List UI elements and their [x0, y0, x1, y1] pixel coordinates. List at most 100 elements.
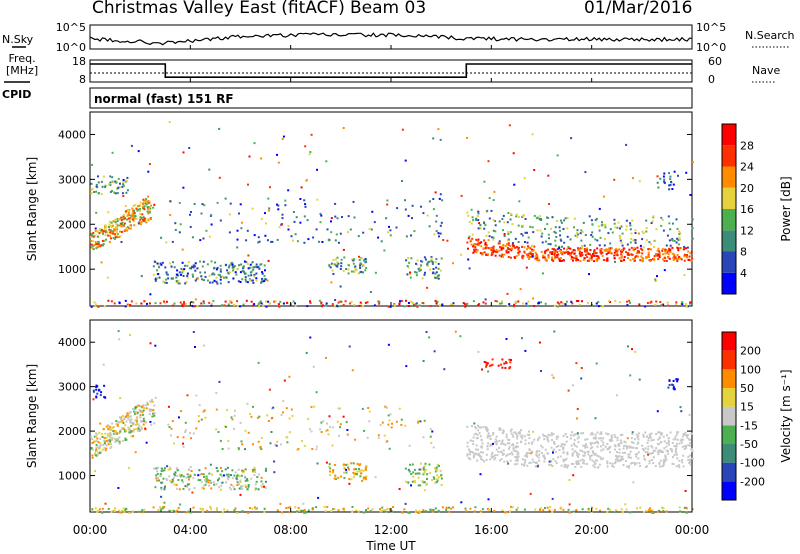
- power-cell: [154, 279, 157, 282]
- velocity-cell: [379, 508, 382, 511]
- power-cell: [434, 261, 437, 263]
- velocity-cell: [408, 470, 411, 473]
- power-cell: [570, 256, 573, 258]
- power-cell: [110, 231, 113, 234]
- velocity-cell: [553, 442, 556, 445]
- power-cell: [606, 259, 609, 262]
- power-cell: [613, 178, 616, 181]
- power-cell: [158, 266, 161, 269]
- velocity-cell: [663, 447, 666, 450]
- velocity-cell: [138, 510, 141, 513]
- velocity-cell: [139, 410, 142, 413]
- velocity-cell: [546, 506, 549, 509]
- velocity-cell: [346, 429, 349, 431]
- velocity-cell: [471, 451, 473, 453]
- velocity-cell: [155, 479, 158, 482]
- power-cell: [210, 302, 213, 305]
- velocity-cell: [665, 445, 668, 448]
- power-cell: [330, 220, 332, 223]
- power-cell: [656, 181, 659, 184]
- power-cell: [189, 226, 192, 228]
- power-cell: [666, 301, 669, 304]
- velocity-cell: [280, 443, 282, 446]
- power-cell: [496, 250, 499, 253]
- power-cell: [93, 301, 96, 304]
- nsearch-tick-top: 10^5: [696, 21, 726, 34]
- power-cell: [315, 228, 318, 231]
- velocity-cell: [486, 445, 489, 448]
- power-cell: [245, 299, 248, 302]
- power-cell: [647, 254, 650, 257]
- power-cell: [472, 245, 475, 248]
- power-cell: [566, 217, 569, 220]
- velocity-cell: [684, 431, 687, 434]
- power-cell: [549, 251, 552, 254]
- velocity-colorbar-label: -200: [740, 475, 765, 488]
- velocity-cell: [213, 483, 216, 486]
- velocity-cell: [351, 369, 354, 372]
- velocity-cell: [498, 440, 501, 442]
- velocity-cell: [182, 445, 185, 448]
- power-cell: [165, 271, 168, 274]
- velocity-cell: [520, 463, 523, 466]
- power-cell: [242, 270, 245, 273]
- power-cell: [632, 257, 635, 260]
- power-cell: [586, 259, 589, 262]
- power-cell: [548, 237, 550, 240]
- velocity-cell: [391, 422, 393, 425]
- power-cell: [428, 225, 431, 228]
- velocity-cell: [534, 508, 537, 511]
- velocity-cell: [118, 436, 121, 439]
- velocity-cell: [553, 448, 556, 451]
- power-cell: [422, 302, 425, 305]
- velocity-cell: [198, 404, 201, 407]
- velocity-cell: [619, 459, 622, 462]
- velocity-cell: [500, 458, 503, 461]
- power-cell: [127, 211, 130, 214]
- power-cell: [437, 232, 440, 235]
- velocity-cell: [111, 422, 114, 425]
- velocity-cell: [660, 441, 663, 444]
- power-cell: [331, 262, 334, 265]
- velocity-cell: [226, 509, 229, 512]
- power-cell: [350, 300, 353, 303]
- power-cell: [556, 251, 559, 253]
- power-cell: [690, 258, 693, 261]
- power-cell: [668, 184, 671, 187]
- power-cell: [475, 219, 478, 221]
- power-colorbar-label: 16: [740, 203, 754, 216]
- velocity-cell: [616, 457, 619, 460]
- power-cell: [615, 250, 618, 253]
- velocity-cell: [538, 436, 541, 439]
- power-cell: [659, 177, 662, 180]
- velocity-cell: [415, 509, 418, 512]
- velocity-cell: [322, 420, 325, 423]
- power-cell: [247, 254, 250, 257]
- power-cell: [470, 243, 473, 246]
- velocity-cell: [164, 485, 166, 488]
- velocity-cell: [407, 468, 410, 471]
- mode-text: normal (fast) 151 RF: [94, 92, 234, 106]
- velocity-cell: [237, 447, 240, 450]
- velocity-cell: [441, 506, 444, 509]
- velocity-cell: [128, 427, 131, 430]
- power-cell: [141, 218, 144, 221]
- power-cell: [365, 260, 368, 263]
- power-cell: [507, 242, 510, 245]
- power-cell: [329, 266, 332, 269]
- power-cell: [641, 238, 644, 241]
- power-cell: [587, 252, 590, 255]
- power-cell: [487, 239, 490, 242]
- velocity-cell: [129, 421, 132, 424]
- velocity-cell: [646, 451, 649, 454]
- velocity-cell: [676, 431, 678, 434]
- velocity-cell: [440, 477, 443, 480]
- power-cell: [176, 273, 179, 276]
- velocity-cell: [422, 509, 425, 512]
- power-cell: [596, 239, 599, 242]
- velocity-cell: [365, 464, 368, 467]
- power-cell: [239, 281, 242, 283]
- power-cell: [515, 215, 518, 218]
- power-cell: [539, 229, 542, 232]
- velocity-cell: [347, 466, 350, 469]
